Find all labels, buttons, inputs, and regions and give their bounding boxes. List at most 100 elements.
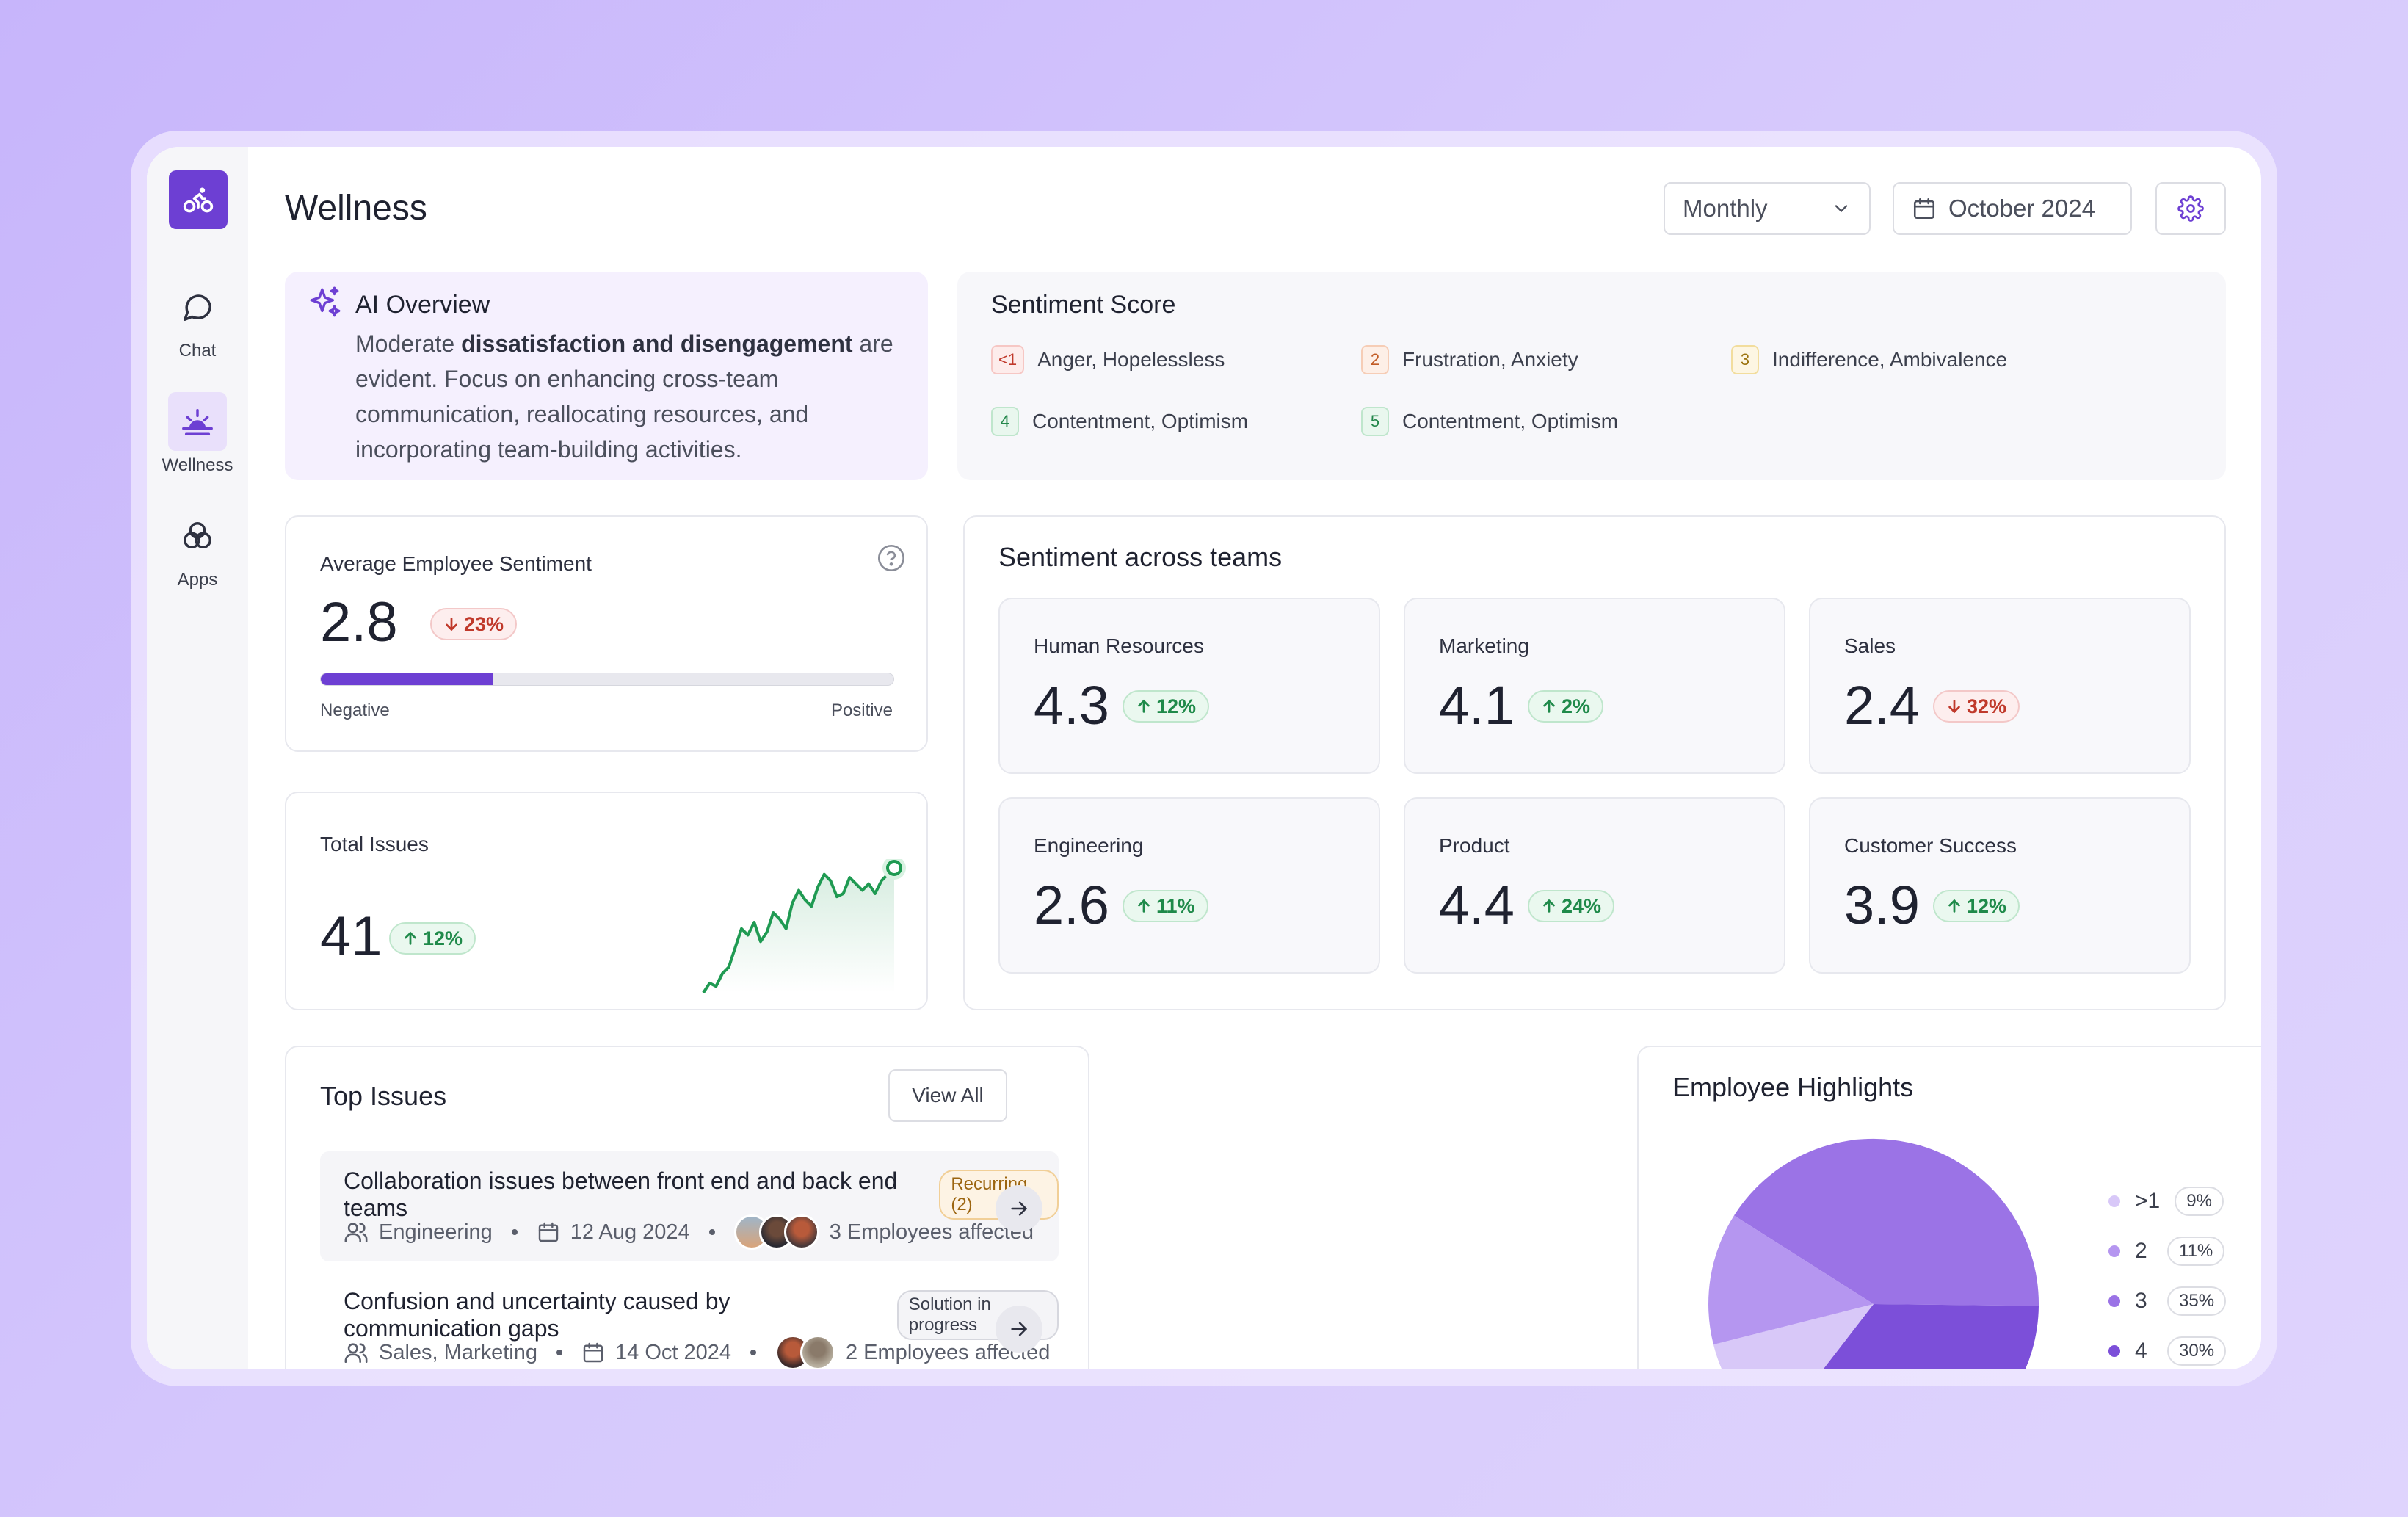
score-label: Contentment, Optimism — [1032, 410, 1249, 432]
issue-teams: Engineering — [379, 1220, 493, 1244]
sentiment-score-item: 5 Contentment, Optimism — [1361, 407, 1618, 436]
sidebar-item-label: Chat — [178, 341, 217, 361]
arrow-right-icon — [1011, 1201, 1028, 1216]
issue-row[interactable]: Collaboration issues between front end a… — [320, 1151, 1059, 1261]
settings-button[interactable] — [2155, 182, 2226, 235]
score-label: Indifference, Ambivalence — [1772, 348, 2008, 371]
total-issues-card: Total Issues 41 12% — [285, 792, 928, 1010]
score-badge: 3 — [1731, 345, 1759, 374]
employee-highlights-pie — [1708, 1138, 2039, 1369]
pie-slice-2[interactable] — [1708, 1215, 1874, 1345]
team-delta: 32% — [1933, 690, 2020, 723]
team-score: 2.4 — [1844, 675, 1920, 736]
legend-percent: 35% — [2167, 1286, 2227, 1316]
issue-date: 12 Aug 2024 — [570, 1220, 690, 1244]
score-badge: 2 — [1361, 345, 1389, 374]
legend-item: 3 35% — [2108, 1286, 2227, 1316]
total-issues-value: 41 — [320, 905, 382, 968]
team-name: Product — [1439, 834, 1510, 857]
help-circle-icon[interactable] — [877, 543, 906, 573]
team-delta: 12% — [1123, 690, 1210, 723]
legend-label: 3 — [2135, 1289, 2147, 1313]
team-card[interactable]: Sales 2.4 32% — [1809, 598, 2191, 774]
chevron-down-icon — [1835, 205, 1848, 213]
legend-label: 2 — [2135, 1239, 2147, 1263]
bar-positive-label: Positive — [830, 700, 893, 720]
main-content: Wellness Monthly October 2024 AI Overvie… — [248, 147, 2261, 1369]
app-window: Chat Wellness Apps Wellness Monthly Octo… — [147, 147, 2261, 1369]
sidebar-item-chat[interactable]: Chat — [147, 278, 248, 361]
period-select[interactable]: Monthly — [1664, 182, 1871, 235]
score-badge: <1 — [991, 345, 1025, 374]
team-score: 3.9 — [1844, 875, 1920, 935]
open-issue-button[interactable] — [996, 1306, 1042, 1353]
view-all-button[interactable]: View All — [888, 1069, 1007, 1122]
legend-swatch — [2108, 1295, 2120, 1307]
average-sentiment-card: Average Employee Sentiment 2.8 23% Negat… — [285, 515, 928, 752]
pie-slice-4[interactable] — [1772, 1304, 2039, 1369]
apps-circles-icon — [184, 522, 211, 549]
issue-title: Confusion and uncertainty caused by comm… — [344, 1288, 730, 1342]
users-icon — [344, 1223, 368, 1243]
team-delta: 2% — [1528, 690, 1604, 723]
sentiment-score-item: 4 Contentment, Optimism — [991, 407, 1248, 436]
team-card[interactable]: Marketing 4.1 2% — [1404, 598, 1785, 774]
chat-bubble-icon — [184, 294, 211, 321]
team-card[interactable]: Customer Success 3.9 12% — [1809, 797, 2191, 974]
open-issue-button[interactable] — [996, 1185, 1042, 1232]
team-name: Marketing — [1439, 634, 1529, 657]
sentiment-score-item: <1 Anger, Hopelessless — [991, 345, 1225, 374]
arrow-up-icon — [1543, 899, 1555, 913]
bike-icon — [183, 187, 214, 213]
calendar-icon — [538, 1222, 558, 1242]
ai-overview-card: AI Overview Moderate dissatisfaction and… — [285, 272, 928, 480]
sidebar-item-wellness[interactable]: Wellness — [147, 392, 248, 476]
team-card[interactable]: Product 4.4 24% — [1404, 797, 1785, 974]
legend-percent: 30% — [2167, 1336, 2227, 1366]
sidebar-item-apps[interactable]: Apps — [147, 507, 248, 590]
users-icon — [344, 1343, 368, 1364]
legend-percent: 11% — [2167, 1237, 2225, 1266]
team-card[interactable]: Human Resources 4.3 12% — [998, 598, 1380, 774]
issue-teams: Sales, Marketing — [379, 1340, 537, 1364]
month-picker-value: October 2024 — [1948, 195, 2095, 222]
avatar — [800, 1335, 835, 1369]
issue-row[interactable]: Confusion and uncertainty caused by comm… — [320, 1272, 1059, 1369]
team-card[interactable]: Engineering 2.6 11% — [998, 797, 1380, 974]
teams-sentiment-card: Sentiment across teams Human Resources 4.… — [963, 515, 2226, 1010]
month-picker[interactable]: October 2024 — [1893, 182, 2132, 235]
average-sentiment-value: 2.8 — [320, 591, 398, 653]
score-label: Anger, Hopelessless — [1037, 348, 1225, 371]
legend-swatch — [2108, 1245, 2120, 1257]
legend-label: 4 — [2135, 1339, 2147, 1363]
sentiment-score-card: Sentiment Score <1 Anger, Hopelessless 2… — [957, 272, 2226, 480]
team-score: 2.6 — [1034, 875, 1109, 935]
sparkline-end-point — [886, 860, 902, 876]
arrow-down-icon — [1948, 700, 1960, 714]
score-label: Frustration, Anxiety — [1402, 348, 1578, 371]
sparkline-line — [702, 866, 896, 994]
arrow-up-icon — [405, 931, 416, 945]
arrow-right-icon — [1011, 1322, 1028, 1336]
sparkline-area — [703, 868, 894, 993]
legend-item: 4 30% — [2108, 1336, 2227, 1366]
team-delta: 12% — [1933, 890, 2020, 922]
legend-item: >1 9% — [2108, 1187, 2224, 1216]
calendar-icon — [1913, 198, 1935, 220]
app-logo[interactable] — [169, 170, 228, 229]
score-label: Contentment, Optimism — [1402, 410, 1619, 432]
avatar-group — [733, 1214, 819, 1250]
arrow-up-icon — [1138, 899, 1150, 913]
gear-icon — [2177, 195, 2204, 222]
ai-overview-title: AI Overview — [355, 291, 490, 319]
sidebar-item-label: Wellness — [162, 455, 233, 475]
team-name: Sales — [1844, 634, 1896, 657]
sunrise-icon — [182, 408, 213, 435]
sidebar-item-label: Apps — [177, 570, 218, 590]
arrow-up-icon — [1948, 899, 1960, 913]
sparkles-icon — [310, 286, 341, 317]
arrow-up-icon — [1138, 699, 1150, 713]
legend-percent: 9% — [2175, 1187, 2224, 1216]
pie-slice-3[interactable] — [1734, 1138, 2039, 1306]
pie-slice-1[interactable] — [1713, 1304, 1874, 1369]
